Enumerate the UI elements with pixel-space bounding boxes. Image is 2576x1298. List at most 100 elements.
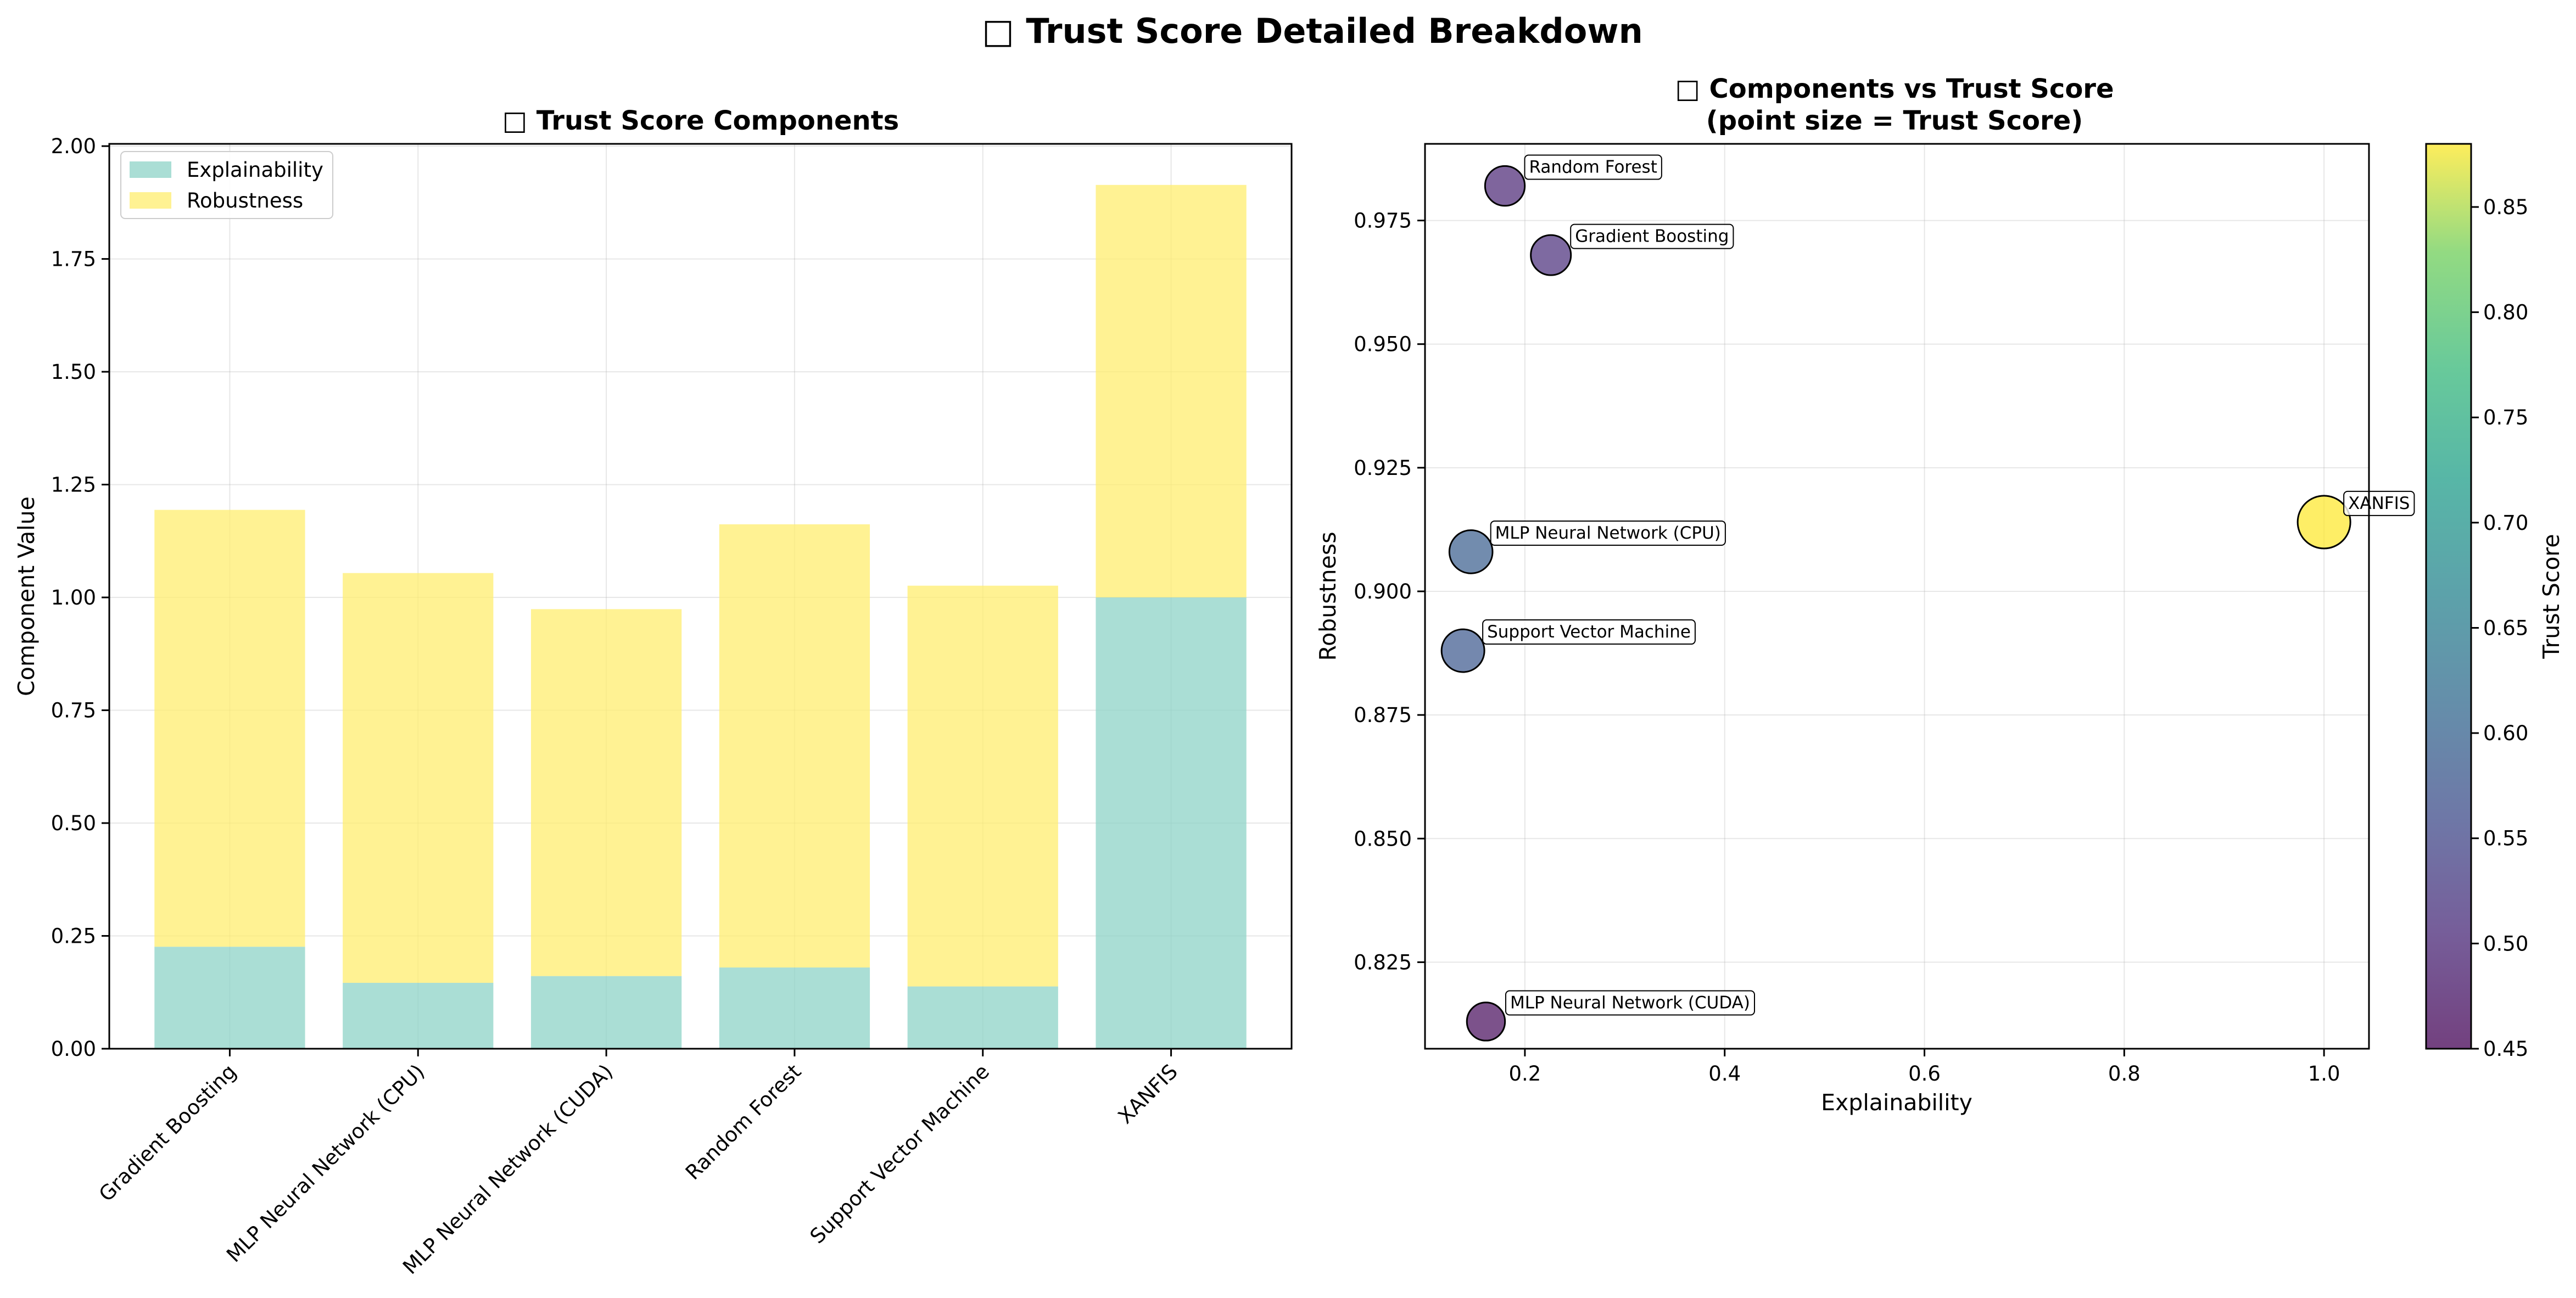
- point-xanfis: [2296, 495, 2351, 550]
- point-support-vector-machine: [1440, 628, 1485, 673]
- bar-robustness-random-forest: [719, 524, 870, 968]
- left-x-tick-label: Gradient Boosting: [94, 1060, 241, 1206]
- left-y-tick-label: 1.00: [51, 586, 96, 609]
- left-plot-frame: [108, 143, 1293, 1050]
- right-x-tick-label: 0.8: [2108, 1062, 2141, 1086]
- right-x-axis-label: Explainability: [1821, 1089, 1972, 1116]
- bar-robustness-mlp-neural-network-cuda: [530, 609, 682, 976]
- point-label-box: [1482, 619, 1696, 645]
- legend-box: [120, 151, 333, 219]
- right-chart-title-line2: (point size = Trust Score): [1706, 105, 2083, 136]
- right-chart: □ Components vs Trust Score (point size …: [1315, 74, 2564, 1116]
- left-x-tick-label: MLP Neural Network (CUDA): [398, 1060, 617, 1279]
- point-random-forest: [1484, 165, 1526, 207]
- right-x-tick-label: 0.6: [1908, 1062, 1941, 1086]
- colorbar-tick-label: 0.55: [2483, 827, 2528, 851]
- point-label-box: [1524, 154, 1662, 180]
- right-y-tick-label: 0.900: [1354, 580, 1412, 603]
- right-y-tick-label: 0.975: [1354, 209, 1412, 233]
- right-x-tick-label: 0.4: [1708, 1062, 1741, 1086]
- bar-robustness-xanfis: [1096, 184, 1247, 598]
- point-label-box: [1570, 223, 1734, 249]
- left-chart-title: □ Trust Score Components: [502, 105, 899, 136]
- right-y-tick-label: 0.875: [1354, 703, 1412, 727]
- bar-explainability-gradient-boosting: [154, 947, 305, 1049]
- right-y-tick-label: 0.825: [1354, 950, 1412, 974]
- colorbar-tick-label: 0.45: [2483, 1037, 2528, 1061]
- annotation-random-forest: Random Forest: [1524, 154, 1662, 180]
- legend: Explainability Robustness: [120, 151, 333, 219]
- colorbar-tick-label: 0.75: [2483, 406, 2528, 429]
- colorbar-tick-label: 0.80: [2483, 301, 2528, 324]
- point-label: MLP Neural Network (CUDA): [1510, 993, 1750, 1012]
- left-y-tick-label: 0.75: [51, 699, 96, 723]
- bar-explainability-mlp-neural-network-cpu: [343, 982, 494, 1049]
- annotation-mlp-neural-network-cpu: MLP Neural Network (CPU): [1490, 520, 1726, 546]
- point-label: Gradient Boosting: [1575, 227, 1729, 247]
- annotation-gradient-boosting: Gradient Boosting: [1570, 223, 1734, 249]
- left-bars: [154, 184, 1247, 1049]
- colorbar-tick-label: 0.70: [2483, 511, 2528, 535]
- colorbar-tick-label: 0.85: [2483, 195, 2528, 219]
- legend-swatch-robustness: [130, 192, 171, 209]
- point-label: XANFIS: [2348, 494, 2410, 513]
- left-chart: □ Trust Score Components 0.00 0.25 0.50 0.7…: [13, 105, 1293, 1279]
- left-y-tick-label: 0.50: [51, 812, 96, 835]
- colorbar-label: Trust Score: [2538, 534, 2564, 659]
- right-x-ticks: 0.2 0.4 0.6 0.8 1.0: [1508, 1049, 2340, 1086]
- point-label: Random Forest: [1529, 158, 1657, 177]
- colorbar-tick-label: 0.60: [2483, 721, 2528, 745]
- bar-robustness-gradient-boosting: [154, 510, 305, 947]
- colorbar-tick-label: 0.50: [2483, 932, 2528, 955]
- left-y-tick-label: 0.25: [51, 925, 96, 948]
- left-y-tick-label: 1.75: [51, 248, 96, 271]
- legend-swatch-explainability: [130, 161, 171, 178]
- left-y-tick-label: 0.00: [51, 1037, 96, 1061]
- colorbar: 0.45 0.50 0.55 0.60 0.65 0.70 0.75 0.80 0.85 Tru…: [2425, 143, 2564, 1061]
- point-gradient-boosting: [1530, 234, 1572, 276]
- right-points: Random Forest Gradient Boosting XANFIS MLP …: [1440, 154, 2415, 1042]
- annotation-support-vector-machine: Support Vector Machine: [1482, 619, 1696, 645]
- annotation-xanfis: XANFIS: [2343, 490, 2415, 516]
- bar-robustness-mlp-neural-network-cpu: [343, 573, 494, 983]
- right-y-tick-label: 0.850: [1354, 827, 1412, 851]
- point-label: MLP Neural Network (CPU): [1495, 523, 1721, 543]
- right-x-tick-label: 1.0: [2308, 1062, 2340, 1086]
- bar-explainability-random-forest: [719, 967, 870, 1049]
- figure-title: □ Trust Score Detailed Breakdown: [982, 11, 1643, 51]
- colorbar-gradient: [2426, 144, 2471, 1049]
- bar-explainability-support-vector-machine: [907, 986, 1058, 1049]
- bar-explainability-mlp-neural-network-cuda: [530, 976, 682, 1049]
- bar-explainability-xanfis: [1096, 597, 1247, 1049]
- bar-robustness-support-vector-machine: [907, 585, 1058, 987]
- left-y-tick-label: 1.25: [51, 473, 96, 497]
- point-label-box: [1505, 990, 1755, 1016]
- right-y-ticks: 0.825 0.850 0.875 0.900 0.925 0.950 0.975: [1354, 209, 1425, 974]
- legend-label-robustness: Robustness: [187, 189, 303, 212]
- left-y-tick-label: 1.50: [51, 360, 96, 384]
- left-y-axis-label: Component Value: [13, 496, 40, 696]
- right-y-tick-label: 0.925: [1354, 456, 1412, 480]
- right-y-tick-label: 0.950: [1354, 333, 1412, 356]
- right-chart-title-line1: □ Components vs Trust Score: [1675, 74, 2114, 104]
- point-label: Support Vector Machine: [1487, 622, 1691, 642]
- right-y-axis-label: Robustness: [1315, 531, 1341, 661]
- right-plot-frame: [1424, 143, 2370, 1050]
- left-x-tick-label: MLP Neural Network (CPU): [222, 1060, 429, 1267]
- annotation-mlp-neural-network-cuda: MLP Neural Network (CUDA): [1505, 990, 1755, 1016]
- colorbar-frame: [2425, 143, 2472, 1050]
- left-x-tick-label: XANFIS: [1114, 1060, 1182, 1128]
- left-x-tick-label: Random Forest: [681, 1060, 806, 1184]
- right-x-tick-label: 0.2: [1508, 1062, 1541, 1086]
- colorbar-tick-label: 0.65: [2483, 616, 2528, 640]
- left-x-tick-label: Support Vector Machine: [806, 1060, 994, 1248]
- point-mlp-neural-network-cpu: [1448, 529, 1494, 574]
- left-y-ticks: 0.00 0.25 0.50 0.75 1.00 1.25 1.50 1.75 2.00: [51, 135, 109, 1061]
- right-gridlines: [1425, 144, 2369, 1049]
- left-y-tick-label: 2.00: [51, 135, 96, 158]
- colorbar-ticks: 0.45 0.50 0.55 0.60 0.65 0.70 0.75 0.80 0.85: [2471, 195, 2528, 1061]
- point-label-box: [2343, 490, 2415, 516]
- point-mlp-neural-network-cuda: [1466, 1002, 1506, 1042]
